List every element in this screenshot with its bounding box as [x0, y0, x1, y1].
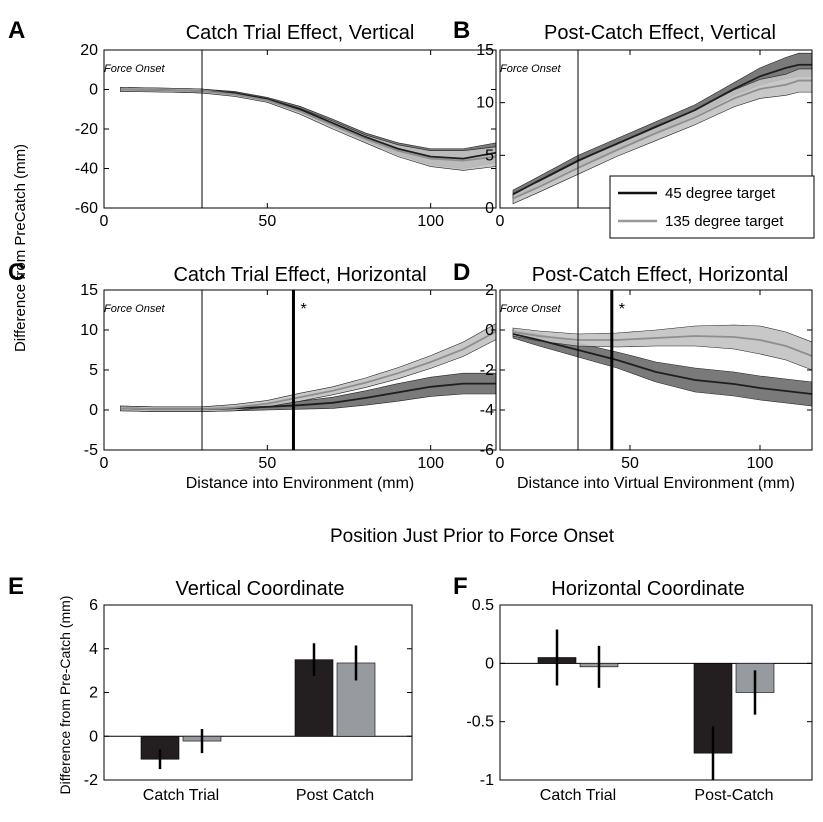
category-label: Post Catch — [296, 787, 374, 804]
y-tick-label: 0 — [485, 200, 494, 217]
panel-title: Catch Trial Effect, Vertical — [186, 22, 415, 44]
section-title: Position Just Prior to Force Onset — [330, 526, 615, 547]
y-tick-label: 10 — [476, 95, 494, 112]
series-line — [512, 63, 812, 196]
panel-a: A Catch Trial Effect, Vertical Force Onset… — [8, 17, 497, 230]
legend-box — [609, 175, 815, 239]
force-onset-label: Force Onset — [500, 303, 561, 315]
y-tick-label: 5 — [485, 147, 494, 164]
y-tick-label: 0 — [89, 402, 98, 419]
y-tick-label: 2 — [485, 282, 494, 299]
panel-f: F Horizontal Coordinate Catch Trial Post-Ca… — [453, 573, 813, 804]
y-tick-label: -20 — [75, 121, 98, 138]
significance-mark: * — [300, 301, 306, 318]
y-tick-label: -60 — [75, 200, 98, 217]
panel-letter: F — [453, 573, 468, 600]
x-tick-label: 100 — [747, 455, 774, 472]
force-onset-label: Force Onset — [104, 63, 165, 75]
series-line — [512, 331, 813, 357]
series-line — [512, 333, 813, 395]
x-tick-label: 50 — [258, 455, 276, 472]
panel-d: D Post-Catch Effect, Horizontal Force Onse… — [453, 259, 813, 492]
panel-letter: E — [8, 573, 24, 600]
panel-letter: B — [453, 17, 470, 44]
category-label: Catch Trial — [540, 787, 616, 804]
plot-frame — [499, 289, 813, 451]
y-tick-label: 15 — [80, 282, 98, 299]
legend-label-45: 45 degree target — [665, 185, 776, 202]
y-tick-label: 0 — [89, 728, 98, 745]
category-label: Post-Catch — [694, 787, 773, 804]
force-onset-label: Force Onset — [500, 63, 561, 75]
plot-frame — [103, 289, 497, 451]
legend: 45 degree target 135 degree target — [609, 175, 815, 239]
series-line — [120, 330, 497, 411]
x-axis-label: Distance into Environment (mm) — [186, 475, 415, 492]
y-tick-label: -2 — [84, 772, 98, 789]
y-tick-label: 4 — [89, 641, 98, 658]
series-line — [120, 88, 497, 160]
panel-letter: C — [8, 259, 25, 286]
y-tick-label: 0 — [89, 82, 98, 99]
y-tick-label: -4 — [480, 402, 494, 419]
panel-c: C Catch Trial Effect, Horizontal Force Ons… — [8, 259, 497, 492]
y-tick-label: 0 — [485, 655, 494, 672]
panel-title: Post-Catch Effect, Horizontal — [532, 264, 788, 286]
y-tick-label: -0.5 — [466, 714, 494, 731]
series-line — [120, 88, 497, 162]
plot-frame — [103, 49, 497, 209]
y-tick-label: 15 — [476, 42, 494, 59]
x-tick-label: 100 — [417, 455, 444, 472]
y-tick-label: 10 — [80, 322, 98, 339]
x-axis-label: Distance into Virtual Environment (mm) — [517, 475, 795, 492]
series-line — [512, 79, 812, 200]
y-tick-label: 0.5 — [472, 597, 494, 614]
y-tick-label: -2 — [480, 362, 494, 379]
y-tick-label: 5 — [89, 362, 98, 379]
significance-mark: * — [619, 301, 625, 318]
panel-letter: D — [453, 259, 470, 286]
y-tick-label: 20 — [80, 42, 98, 59]
y-axis-label-top: Difference from PreCatch (mm) — [12, 144, 29, 352]
x-tick-label: 0 — [496, 455, 505, 472]
y-tick-label: 6 — [89, 597, 98, 614]
x-tick-label: 0 — [100, 213, 109, 230]
panel-title: Catch Trial Effect, Horizontal — [173, 264, 426, 286]
x-tick-label: 0 — [100, 455, 109, 472]
panel-title: Vertical Coordinate — [176, 578, 345, 600]
force-onset-label: Force Onset — [104, 303, 165, 315]
y-tick-label: -40 — [75, 161, 98, 178]
x-tick-label: 100 — [417, 213, 444, 230]
x-tick-label: 50 — [621, 455, 639, 472]
y-tick-label: -5 — [84, 442, 98, 459]
y-tick-label: 0 — [485, 322, 494, 339]
x-tick-label: 50 — [258, 213, 276, 230]
y-tick-label: 2 — [89, 685, 98, 702]
panel-e: E Vertical Coordinate Catch Trial Post Catc… — [8, 573, 413, 804]
panel-title: Horizontal Coordinate — [551, 578, 744, 600]
legend-label-135: 135 degree target — [665, 213, 784, 230]
panel-title: Post-Catch Effect, Vertical — [544, 22, 776, 44]
series-band — [120, 323, 497, 412]
x-tick-label: 0 — [496, 213, 505, 230]
y-tick-label: -6 — [480, 442, 494, 459]
category-label: Catch Trial — [143, 787, 219, 804]
y-tick-label: -1 — [480, 772, 494, 789]
panel-letter: A — [8, 17, 25, 44]
plot-frame — [103, 604, 413, 781]
plot-frame — [499, 604, 813, 781]
y-axis-label-bottom: Difference from Pre-Catch (mm) — [57, 596, 73, 795]
